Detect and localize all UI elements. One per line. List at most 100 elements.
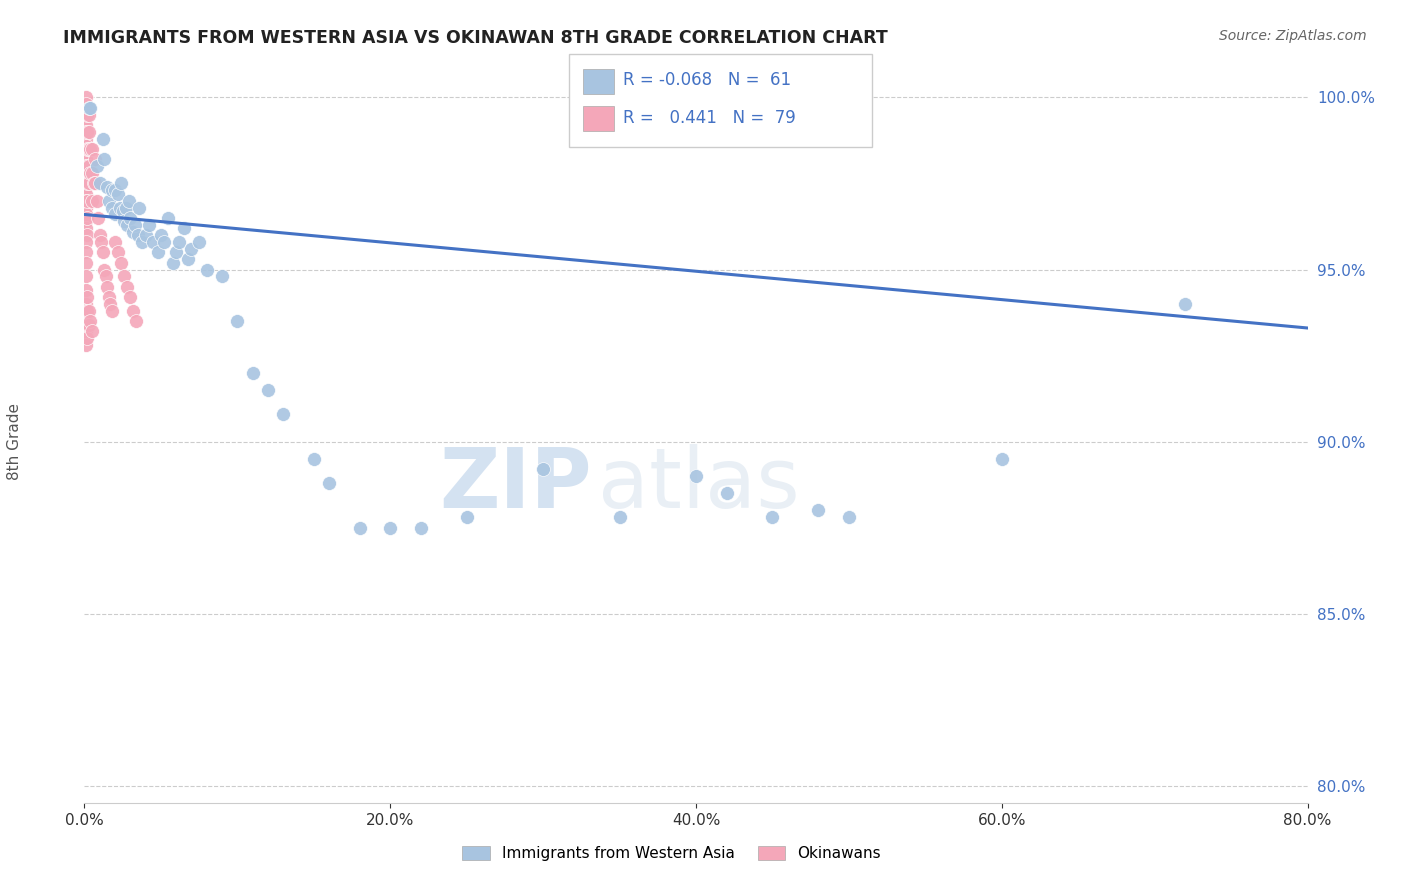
Point (124, 218, 146, 232)
Point (76, 125, 98, 139)
Point (104, 183, 127, 197)
Point (131, 235, 153, 249)
Point (115, 218, 138, 232)
Point (120, 211, 142, 225)
Point (349, 520, 371, 534)
Point (104, 235, 127, 249)
Point (75, 104, 97, 119)
Text: atlas: atlas (598, 444, 800, 525)
Point (157, 211, 180, 225)
Point (75, 303, 97, 318)
Point (90, 235, 112, 249)
Point (120, 290, 142, 304)
Point (75, 153, 97, 167)
Point (93, 153, 115, 167)
Point (76, 228, 98, 243)
Point (107, 245, 129, 260)
Point (75, 314, 97, 328)
Point (135, 228, 157, 243)
Point (75, 166, 97, 180)
Point (104, 207, 127, 221)
Point (1174, 297, 1197, 311)
Point (112, 214, 135, 228)
Point (80, 194, 103, 208)
Point (77, 177, 100, 191)
Point (75, 125, 97, 139)
Point (80, 142, 103, 156)
Point (195, 262, 218, 277)
Point (75, 214, 97, 228)
Point (122, 225, 145, 239)
Point (75, 221, 97, 235)
Point (94, 269, 117, 284)
Point (110, 255, 132, 269)
Point (110, 177, 132, 191)
Point (75, 97, 97, 112)
Point (76, 108, 98, 122)
Point (77, 159, 100, 173)
Point (165, 245, 187, 260)
Point (79, 314, 101, 328)
Point (98, 297, 121, 311)
Point (115, 279, 138, 293)
Point (93, 262, 115, 277)
Point (716, 486, 738, 500)
Point (302, 451, 325, 466)
Point (153, 235, 176, 249)
Point (77, 101, 100, 115)
Point (75, 283, 97, 297)
Point (75, 255, 97, 269)
Point (75, 180, 97, 194)
Point (108, 201, 131, 215)
Point (86, 194, 108, 208)
Point (761, 510, 783, 524)
Point (84, 153, 107, 167)
Point (211, 269, 233, 284)
Point (80, 166, 103, 180)
Point (77, 142, 100, 156)
Legend: Immigrants from Western Asia, Okinawans: Immigrants from Western Asia, Okinawans (456, 839, 887, 867)
Point (76, 331, 98, 345)
Point (97, 290, 120, 304)
Point (87, 211, 110, 225)
Point (75, 325, 97, 339)
Point (125, 314, 148, 328)
Point (75, 201, 97, 215)
Text: R =   0.441   N =  79: R = 0.441 N = 79 (623, 109, 796, 127)
Point (77, 318, 100, 332)
Point (101, 303, 124, 318)
Point (77, 125, 100, 139)
Point (138, 218, 160, 232)
Point (318, 475, 340, 490)
Point (75, 186, 97, 201)
Point (257, 383, 280, 397)
Point (112, 269, 135, 284)
Point (76, 159, 98, 173)
Point (75, 145, 97, 160)
Point (75, 132, 97, 146)
Point (122, 303, 145, 318)
Point (180, 242, 202, 256)
Point (75, 194, 97, 208)
Point (127, 228, 149, 243)
Text: ZIP: ZIP (440, 444, 592, 525)
Point (609, 510, 631, 524)
Point (89, 228, 111, 243)
Point (118, 194, 141, 208)
Point (167, 235, 190, 249)
Point (271, 407, 294, 421)
Point (177, 252, 200, 267)
Text: R = -0.068   N =  61: R = -0.068 N = 61 (623, 71, 792, 89)
Point (76, 177, 98, 191)
Point (531, 462, 554, 476)
Text: Source: ZipAtlas.com: Source: ZipAtlas.com (1219, 29, 1367, 43)
Point (76, 211, 98, 225)
Point (75, 173, 97, 187)
Y-axis label: 8th Grade: 8th Grade (7, 403, 22, 480)
Point (76, 142, 98, 156)
Point (75, 111, 97, 125)
Point (79, 166, 101, 180)
Point (76, 303, 98, 318)
Point (76, 290, 98, 304)
Point (101, 183, 124, 197)
